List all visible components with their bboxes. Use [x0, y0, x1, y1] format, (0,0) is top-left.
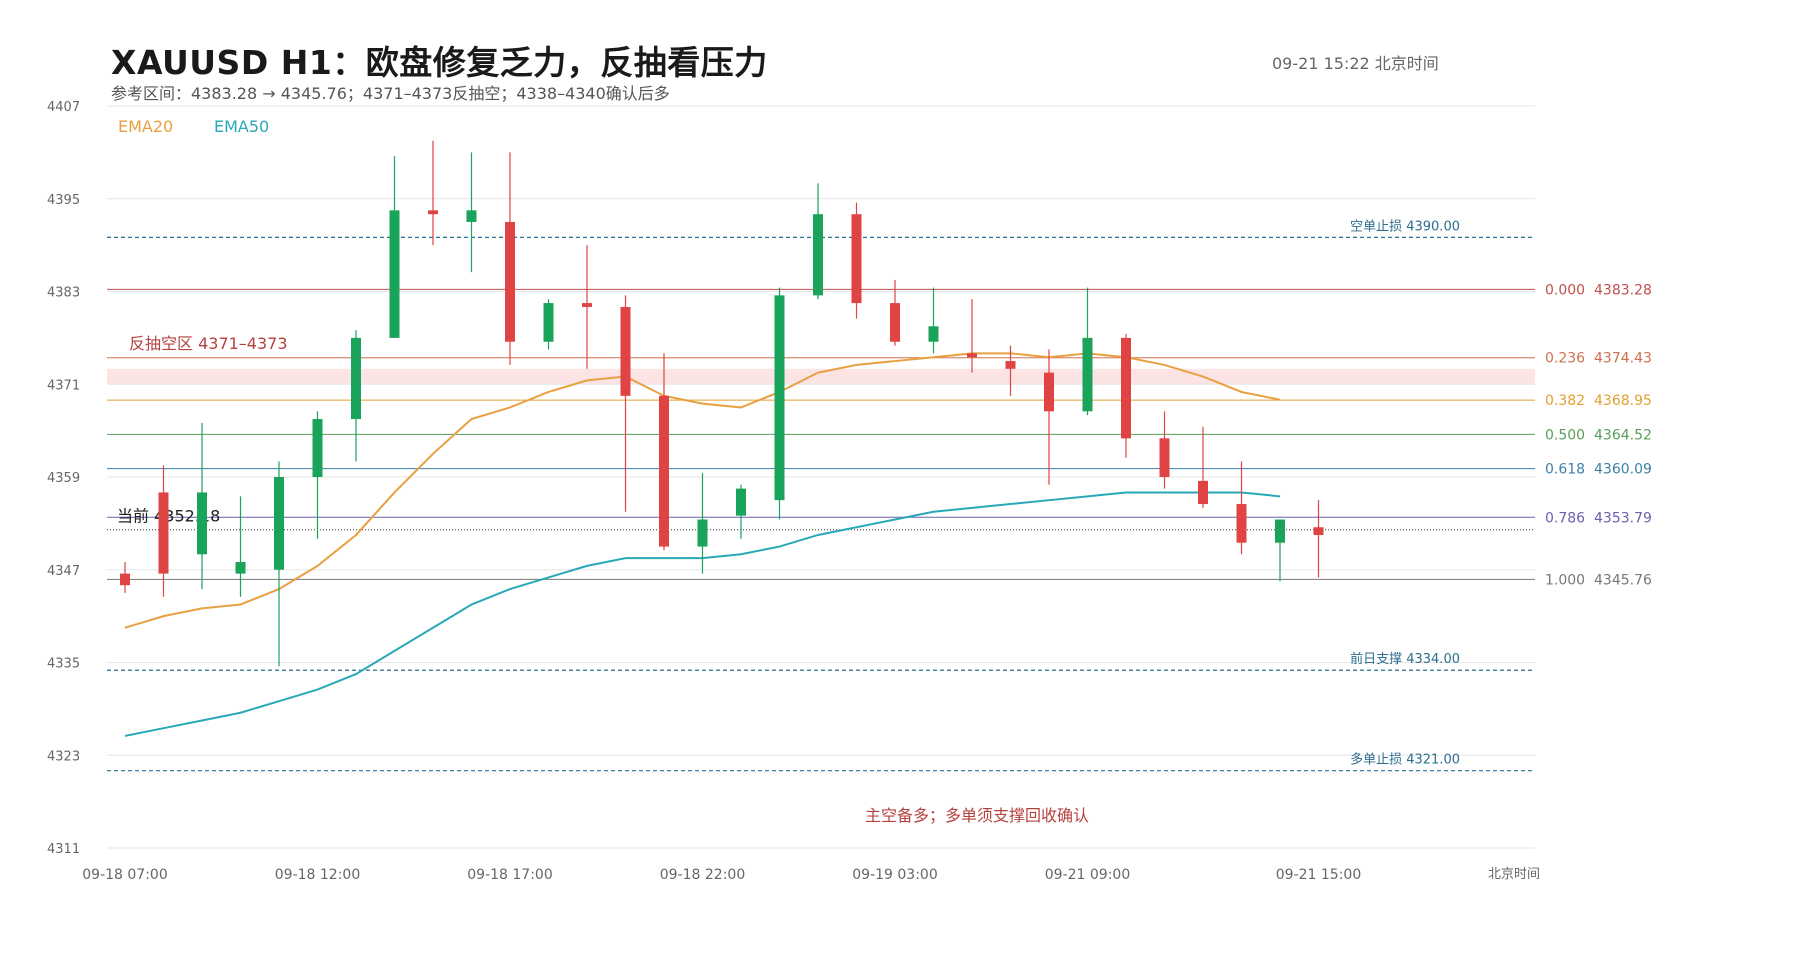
candle-body	[1159, 438, 1170, 477]
candle-body	[851, 214, 862, 304]
short-zone-label: 反抽空区 4371–4373	[129, 334, 288, 353]
y-tick-label: 4335	[47, 657, 80, 672]
candle-body	[1236, 504, 1247, 543]
candle-body	[774, 295, 785, 501]
candle-body	[1044, 372, 1054, 412]
candle-body	[1121, 337, 1131, 439]
stop-line-label: 空单止损 4390.00	[1350, 219, 1460, 234]
y-tick-label: 4383	[47, 286, 80, 301]
candle-body	[1313, 527, 1324, 535]
candle-body	[158, 492, 169, 574]
candle-body	[813, 214, 823, 296]
y-tick-label: 4347	[47, 564, 80, 579]
y-tick-label: 4395	[47, 193, 80, 208]
y-tick-label: 4311	[47, 842, 80, 857]
fib-ratio-label: 0.786	[1545, 510, 1585, 526]
candle-body	[697, 519, 708, 547]
fib-price-label: 4364.52	[1594, 427, 1652, 443]
candle-body	[890, 303, 900, 342]
candle-body	[505, 221, 515, 342]
fib-price-label: 4374.43	[1594, 351, 1652, 367]
short-zone-band	[107, 368, 1535, 385]
candle-body	[1005, 361, 1016, 369]
chart-subtitle: 参考区间：4383.28 → 4345.76；4371–4373反抽空；4338…	[111, 84, 670, 103]
y-tick-label: 4407	[47, 100, 80, 115]
x-tick-label: 09-21 15:00	[1276, 867, 1361, 883]
fib-ratio-label: 0.000	[1545, 282, 1585, 298]
fib-ratio-label: 0.236	[1545, 351, 1585, 367]
candle-body	[428, 210, 438, 215]
timestamp: 09-21 15:22 北京时间	[1272, 54, 1439, 73]
candle-body	[967, 353, 977, 358]
candle-body	[197, 492, 207, 555]
fib-price-label: 4383.28	[1594, 282, 1652, 298]
stop-line-label: 前日支撑 4334.00	[1350, 651, 1460, 667]
candle-body	[274, 477, 284, 570]
fib-ratio-label: 0.382	[1545, 393, 1585, 409]
x-axis-unit: 北京时间	[1488, 867, 1540, 882]
candle-body	[1082, 337, 1093, 412]
x-tick-label: 09-18 22:00	[660, 867, 745, 883]
candle-body	[312, 419, 323, 477]
candle-body	[659, 395, 669, 547]
chart-title: XAUUSD H1：欧盘修复乏力，反抽看压力	[111, 43, 768, 82]
legend-ema20: EMA20	[118, 117, 174, 136]
y-tick-label: 4371	[47, 378, 80, 393]
candle-body	[466, 210, 477, 222]
candle-body	[120, 573, 130, 586]
y-tick-label: 4323	[47, 749, 80, 764]
candle-body	[582, 303, 592, 307]
candle-body	[543, 303, 554, 342]
candle-body	[736, 488, 746, 516]
candle-body	[351, 337, 361, 420]
candle-body	[620, 306, 631, 396]
x-tick-label: 09-19 03:00	[852, 867, 937, 883]
fib-ratio-label: 0.618	[1545, 462, 1585, 478]
fib-price-label: 4353.79	[1594, 510, 1652, 526]
x-tick-label: 09-18 17:00	[467, 867, 552, 883]
candle-body	[235, 562, 246, 574]
y-tick-label: 4359	[47, 471, 80, 486]
fib-price-label: 4345.76	[1594, 572, 1652, 588]
current-price-label: 当前 4352.18	[117, 507, 220, 526]
x-tick-label: 09-18 07:00	[82, 867, 167, 883]
candle-body	[1275, 519, 1285, 543]
x-tick-label: 09-21 09:00	[1045, 867, 1130, 883]
fib-price-label: 4368.95	[1594, 393, 1652, 409]
candle-body	[928, 326, 939, 342]
fib-price-label: 4360.09	[1594, 462, 1652, 478]
x-tick-label: 09-18 12:00	[275, 867, 360, 883]
legend-ema50: EMA50	[214, 117, 270, 136]
candle-body	[1198, 480, 1208, 505]
candle-body	[389, 210, 400, 338]
stop-line-label: 多单止损 4321.00	[1350, 752, 1460, 768]
fib-ratio-label: 0.500	[1545, 427, 1585, 443]
fib-ratio-label: 1.000	[1545, 572, 1585, 588]
strategy-note: 主空备多；多单须支撑回收确认	[865, 806, 1090, 825]
